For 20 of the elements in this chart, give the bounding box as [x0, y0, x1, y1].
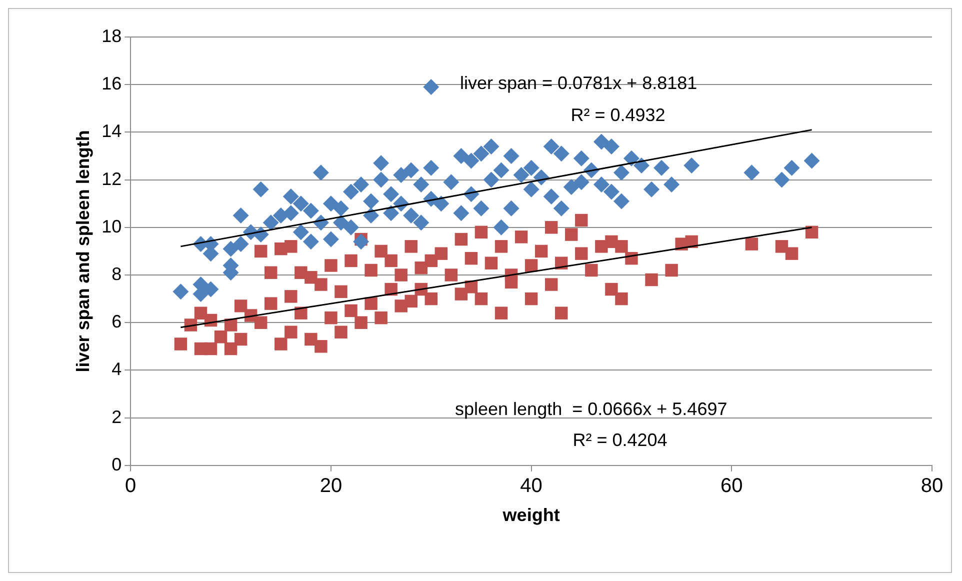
annotation: liver span = 0.0781x + 8.8181: [460, 72, 698, 93]
x-tick-label: 80: [920, 474, 944, 497]
y-tick-label: 6: [112, 312, 122, 332]
y-tick-label: 8: [112, 264, 122, 284]
y-tick-label: 0: [112, 454, 122, 474]
y-tick-label: 12: [102, 168, 122, 189]
annotation: R² = 0.4932: [570, 104, 666, 125]
y-tick-label: 10: [102, 216, 122, 236]
y-tick-label: 16: [102, 74, 122, 94]
y-tick-label: 2: [112, 406, 122, 427]
annotation: R² = 0.4204: [572, 430, 668, 450]
x-tick-label: 20: [320, 474, 342, 497]
y-tick-label: 4: [112, 359, 122, 380]
y-axis-title: liver span and spleen length: [72, 130, 93, 372]
x-axis-title: weight: [502, 505, 560, 526]
annotation: spleen length = 0.0666x + 5.4697: [455, 398, 728, 419]
y-tick-label: 14: [102, 121, 122, 142]
x-tick-label: 40: [520, 474, 542, 497]
x-tick-label: 60: [720, 474, 743, 497]
y-tick-label: 18: [102, 26, 122, 46]
